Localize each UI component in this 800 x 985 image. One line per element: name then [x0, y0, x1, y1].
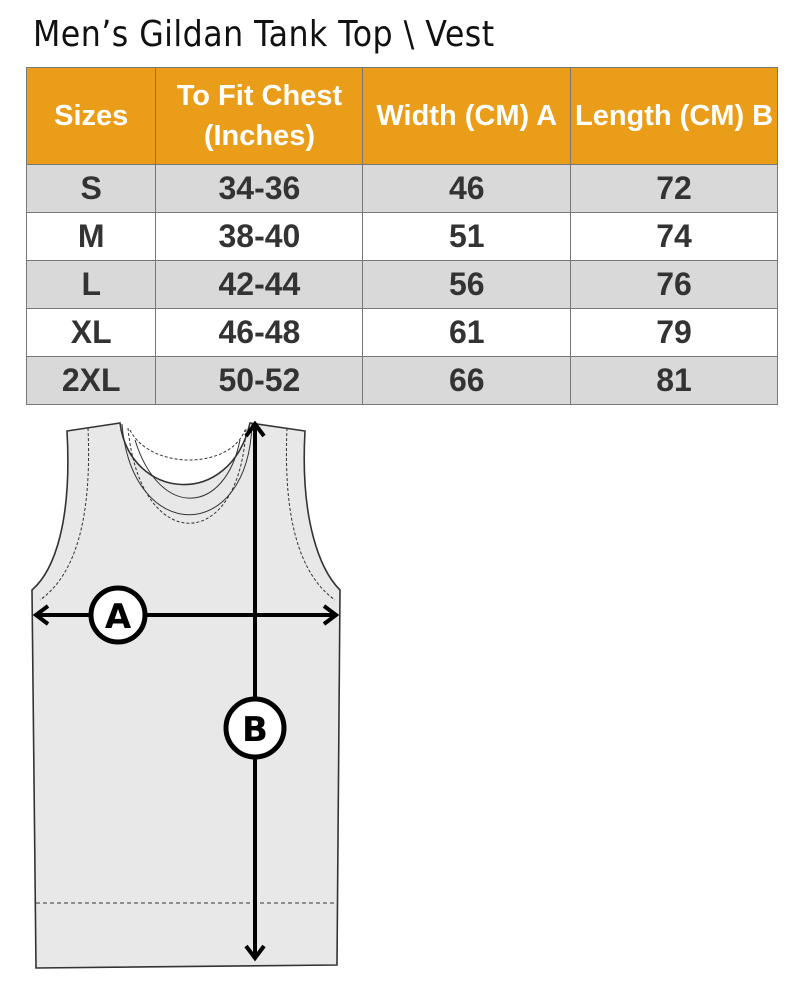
table-row: L 42-44 56 76: [25, 260, 778, 309]
header-width: Width (CM) A: [362, 67, 572, 165]
header-sizes: Sizes: [25, 67, 157, 165]
cell-size: M: [25, 212, 157, 261]
table-row: M 38-40 51 74: [25, 212, 778, 261]
cell-chest: 46-48: [155, 308, 364, 357]
cell-length: 74: [570, 212, 778, 261]
measurement-arrow-a: [32, 604, 340, 626]
cell-width: 66: [362, 356, 572, 405]
cell-size: 2XL: [25, 356, 157, 405]
cell-size: XL: [25, 308, 157, 357]
measurement-arrow-b: [244, 420, 266, 962]
header-row: Sizes To Fit Chest (Inches) Width (CM) A…: [25, 67, 778, 165]
cell-width: 56: [362, 260, 572, 309]
cell-length: 72: [570, 164, 778, 213]
cell-chest: 38-40: [155, 212, 364, 261]
cell-length: 79: [570, 308, 778, 357]
header-length: Length (CM) B: [570, 67, 778, 165]
table-row: XL 46-48 61 79: [25, 308, 778, 357]
cell-length: 81: [570, 356, 778, 405]
table-row: 2XL 50-52 66 81: [25, 356, 778, 405]
label-b: B: [242, 710, 268, 750]
cell-width: 51: [362, 212, 572, 261]
cell-width: 46: [362, 164, 572, 213]
cell-chest: 50-52: [155, 356, 364, 405]
size-table: Sizes To Fit Chest (Inches) Width (CM) A…: [25, 67, 778, 405]
cell-length: 76: [570, 260, 778, 309]
label-b-circle: [223, 696, 287, 760]
label-a: A: [105, 597, 132, 637]
label-a-circle: [88, 585, 148, 645]
tank-top-outline: [31, 422, 341, 969]
cell-chest: 42-44: [155, 260, 364, 309]
cell-size: S: [25, 164, 157, 213]
cell-width: 61: [362, 308, 572, 357]
chart-title: Men’s Gildan Tank Top \ Vest: [33, 14, 495, 55]
header-chest: To Fit Chest (Inches): [155, 67, 364, 165]
